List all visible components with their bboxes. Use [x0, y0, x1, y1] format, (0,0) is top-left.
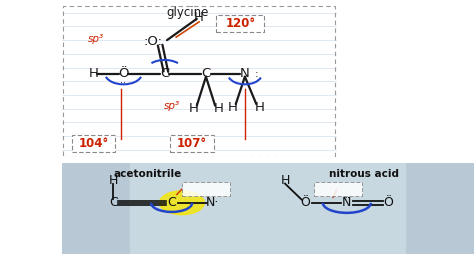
- Text: 120°: 120°: [225, 17, 255, 30]
- Text: N̈: N̈: [342, 196, 352, 209]
- Text: 107°: 107°: [177, 137, 207, 150]
- Text: N·: N·: [206, 196, 219, 209]
- Text: H: H: [89, 67, 99, 80]
- Text: acetonitrile: acetonitrile: [113, 169, 182, 179]
- Text: sp³: sp³: [164, 101, 180, 111]
- Text: nitrous acid: nitrous acid: [329, 169, 399, 179]
- FancyBboxPatch shape: [72, 135, 116, 152]
- Text: C: C: [167, 196, 176, 209]
- Circle shape: [160, 191, 204, 215]
- FancyBboxPatch shape: [216, 15, 264, 32]
- Text: ··: ··: [120, 78, 127, 89]
- Text: H: H: [214, 102, 223, 115]
- Text: Ö: Ö: [383, 196, 393, 209]
- Text: :: :: [255, 69, 258, 79]
- Text: glycine: glycine: [166, 6, 209, 19]
- Text: N: N: [240, 67, 250, 80]
- Text: 104°: 104°: [79, 137, 109, 150]
- Text: H: H: [280, 174, 290, 187]
- Bar: [130, 163, 405, 254]
- Text: H: H: [194, 11, 204, 24]
- Text: sp³: sp³: [88, 34, 104, 44]
- FancyBboxPatch shape: [182, 182, 230, 196]
- Text: C: C: [160, 67, 169, 80]
- Text: H: H: [255, 101, 264, 114]
- Text: C: C: [201, 67, 210, 80]
- Text: H: H: [188, 102, 198, 115]
- Text: Ö: Ö: [301, 196, 310, 209]
- Text: H: H: [228, 101, 237, 114]
- Text: H: H: [109, 174, 118, 187]
- FancyBboxPatch shape: [171, 135, 214, 152]
- Text: :O:: :O:: [144, 35, 163, 48]
- Text: C: C: [109, 196, 118, 209]
- FancyBboxPatch shape: [314, 182, 362, 196]
- Text: Ö: Ö: [118, 67, 129, 80]
